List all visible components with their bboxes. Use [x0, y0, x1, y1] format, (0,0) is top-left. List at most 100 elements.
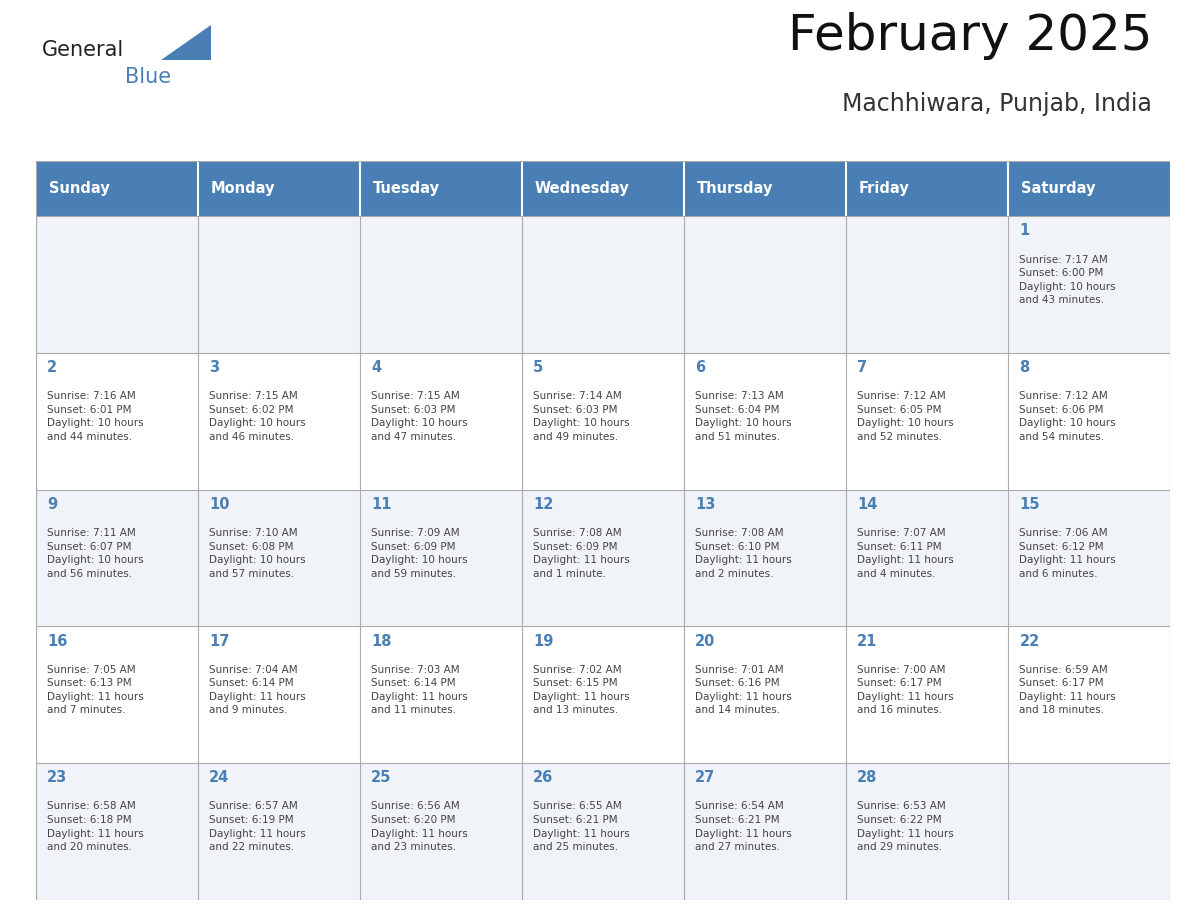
Text: Sunrise: 6:57 AM
Sunset: 6:19 PM
Daylight: 11 hours
and 22 minutes.: Sunrise: 6:57 AM Sunset: 6:19 PM Dayligh… [209, 801, 305, 852]
Text: Sunrise: 6:58 AM
Sunset: 6:18 PM
Daylight: 11 hours
and 20 minutes.: Sunrise: 6:58 AM Sunset: 6:18 PM Dayligh… [48, 801, 144, 852]
Text: Sunrise: 7:13 AM
Sunset: 6:04 PM
Daylight: 10 hours
and 51 minutes.: Sunrise: 7:13 AM Sunset: 6:04 PM Dayligh… [695, 391, 792, 442]
Text: Sunrise: 7:16 AM
Sunset: 6:01 PM
Daylight: 10 hours
and 44 minutes.: Sunrise: 7:16 AM Sunset: 6:01 PM Dayligh… [48, 391, 144, 442]
Text: 26: 26 [533, 770, 554, 785]
Bar [846, 353, 1009, 489]
Bar [360, 161, 522, 216]
Bar [1009, 353, 1170, 489]
Text: Sunrise: 7:08 AM
Sunset: 6:10 PM
Daylight: 11 hours
and 2 minutes.: Sunrise: 7:08 AM Sunset: 6:10 PM Dayligh… [695, 528, 792, 578]
Bar [684, 216, 846, 353]
Text: Sunrise: 7:14 AM
Sunset: 6:03 PM
Daylight: 10 hours
and 49 minutes.: Sunrise: 7:14 AM Sunset: 6:03 PM Dayligh… [533, 391, 630, 442]
Text: 5: 5 [533, 360, 543, 375]
Bar [197, 353, 360, 489]
Bar [522, 489, 684, 626]
Text: 25: 25 [371, 770, 392, 785]
Text: 18: 18 [371, 633, 392, 649]
Text: Sunrise: 7:17 AM
Sunset: 6:00 PM
Daylight: 10 hours
and 43 minutes.: Sunrise: 7:17 AM Sunset: 6:00 PM Dayligh… [1019, 254, 1116, 306]
Text: General: General [42, 40, 125, 60]
Text: 15: 15 [1019, 497, 1040, 512]
Text: Machhiwara, Punjab, India: Machhiwara, Punjab, India [842, 93, 1152, 117]
Text: Thursday: Thursday [697, 181, 773, 196]
Text: Sunrise: 7:06 AM
Sunset: 6:12 PM
Daylight: 11 hours
and 6 minutes.: Sunrise: 7:06 AM Sunset: 6:12 PM Dayligh… [1019, 528, 1117, 578]
Bar [36, 763, 197, 900]
Text: 6: 6 [695, 360, 706, 375]
Text: Sunrise: 7:11 AM
Sunset: 6:07 PM
Daylight: 10 hours
and 56 minutes.: Sunrise: 7:11 AM Sunset: 6:07 PM Dayligh… [48, 528, 144, 578]
Text: 23: 23 [48, 770, 68, 785]
Text: 1: 1 [1019, 223, 1030, 239]
Bar [684, 626, 846, 763]
Text: 7: 7 [858, 360, 867, 375]
Bar [1009, 216, 1170, 353]
Text: Sunrise: 7:09 AM
Sunset: 6:09 PM
Daylight: 10 hours
and 59 minutes.: Sunrise: 7:09 AM Sunset: 6:09 PM Dayligh… [371, 528, 468, 578]
Polygon shape [160, 25, 211, 60]
Bar [197, 626, 360, 763]
Text: 19: 19 [533, 633, 554, 649]
Bar [36, 353, 197, 489]
Bar [846, 216, 1009, 353]
Text: Sunrise: 7:15 AM
Sunset: 6:03 PM
Daylight: 10 hours
and 47 minutes.: Sunrise: 7:15 AM Sunset: 6:03 PM Dayligh… [371, 391, 468, 442]
Bar [36, 489, 197, 626]
Bar [846, 489, 1009, 626]
Text: Sunrise: 6:59 AM
Sunset: 6:17 PM
Daylight: 11 hours
and 18 minutes.: Sunrise: 6:59 AM Sunset: 6:17 PM Dayligh… [1019, 665, 1117, 715]
Bar [846, 626, 1009, 763]
Bar [684, 161, 846, 216]
Text: Friday: Friday [859, 181, 910, 196]
Text: Sunrise: 7:12 AM
Sunset: 6:06 PM
Daylight: 10 hours
and 54 minutes.: Sunrise: 7:12 AM Sunset: 6:06 PM Dayligh… [1019, 391, 1116, 442]
Text: Sunrise: 7:04 AM
Sunset: 6:14 PM
Daylight: 11 hours
and 9 minutes.: Sunrise: 7:04 AM Sunset: 6:14 PM Dayligh… [209, 665, 305, 715]
Text: 24: 24 [209, 770, 229, 785]
Bar [197, 489, 360, 626]
Text: Tuesday: Tuesday [373, 181, 440, 196]
Text: 8: 8 [1019, 360, 1030, 375]
Text: Sunrise: 7:02 AM
Sunset: 6:15 PM
Daylight: 11 hours
and 13 minutes.: Sunrise: 7:02 AM Sunset: 6:15 PM Dayligh… [533, 665, 630, 715]
Bar [360, 216, 522, 353]
Bar [360, 353, 522, 489]
Bar [1009, 626, 1170, 763]
Text: 4: 4 [371, 360, 381, 375]
Text: 3: 3 [209, 360, 220, 375]
Bar [846, 161, 1009, 216]
Text: Sunday: Sunday [49, 181, 109, 196]
Text: Saturday: Saturday [1020, 181, 1095, 196]
Text: Sunrise: 7:00 AM
Sunset: 6:17 PM
Daylight: 11 hours
and 16 minutes.: Sunrise: 7:00 AM Sunset: 6:17 PM Dayligh… [858, 665, 954, 715]
Text: 21: 21 [858, 633, 878, 649]
Bar [36, 161, 197, 216]
Bar [360, 763, 522, 900]
Text: 22: 22 [1019, 633, 1040, 649]
Text: Blue: Blue [126, 67, 171, 86]
Text: Sunrise: 6:55 AM
Sunset: 6:21 PM
Daylight: 11 hours
and 25 minutes.: Sunrise: 6:55 AM Sunset: 6:21 PM Dayligh… [533, 801, 630, 852]
Bar [1009, 161, 1170, 216]
Bar [36, 216, 197, 353]
Text: 11: 11 [371, 497, 392, 512]
Text: 16: 16 [48, 633, 68, 649]
Bar [360, 626, 522, 763]
Text: Sunrise: 7:10 AM
Sunset: 6:08 PM
Daylight: 10 hours
and 57 minutes.: Sunrise: 7:10 AM Sunset: 6:08 PM Dayligh… [209, 528, 305, 578]
Text: 10: 10 [209, 497, 229, 512]
Bar [197, 763, 360, 900]
Bar [522, 353, 684, 489]
Text: Sunrise: 7:15 AM
Sunset: 6:02 PM
Daylight: 10 hours
and 46 minutes.: Sunrise: 7:15 AM Sunset: 6:02 PM Dayligh… [209, 391, 305, 442]
Text: Sunrise: 6:53 AM
Sunset: 6:22 PM
Daylight: 11 hours
and 29 minutes.: Sunrise: 6:53 AM Sunset: 6:22 PM Dayligh… [858, 801, 954, 852]
Text: Monday: Monday [210, 181, 276, 196]
Text: Sunrise: 6:56 AM
Sunset: 6:20 PM
Daylight: 11 hours
and 23 minutes.: Sunrise: 6:56 AM Sunset: 6:20 PM Dayligh… [371, 801, 468, 852]
Bar [197, 161, 360, 216]
Text: Sunrise: 7:01 AM
Sunset: 6:16 PM
Daylight: 11 hours
and 14 minutes.: Sunrise: 7:01 AM Sunset: 6:16 PM Dayligh… [695, 665, 792, 715]
Bar [684, 763, 846, 900]
Text: 20: 20 [695, 633, 715, 649]
Bar [360, 489, 522, 626]
Bar [197, 216, 360, 353]
Text: Sunrise: 7:08 AM
Sunset: 6:09 PM
Daylight: 11 hours
and 1 minute.: Sunrise: 7:08 AM Sunset: 6:09 PM Dayligh… [533, 528, 630, 578]
Bar [522, 216, 684, 353]
Bar [36, 626, 197, 763]
Text: 2: 2 [48, 360, 57, 375]
Text: Sunrise: 7:07 AM
Sunset: 6:11 PM
Daylight: 11 hours
and 4 minutes.: Sunrise: 7:07 AM Sunset: 6:11 PM Dayligh… [858, 528, 954, 578]
Text: 28: 28 [858, 770, 878, 785]
Bar [522, 161, 684, 216]
Text: Wednesday: Wednesday [535, 181, 630, 196]
Text: Sunrise: 6:54 AM
Sunset: 6:21 PM
Daylight: 11 hours
and 27 minutes.: Sunrise: 6:54 AM Sunset: 6:21 PM Dayligh… [695, 801, 792, 852]
Text: Sunrise: 7:05 AM
Sunset: 6:13 PM
Daylight: 11 hours
and 7 minutes.: Sunrise: 7:05 AM Sunset: 6:13 PM Dayligh… [48, 665, 144, 715]
Text: 9: 9 [48, 497, 57, 512]
Text: 13: 13 [695, 497, 715, 512]
Text: 12: 12 [533, 497, 554, 512]
Text: Sunrise: 7:03 AM
Sunset: 6:14 PM
Daylight: 11 hours
and 11 minutes.: Sunrise: 7:03 AM Sunset: 6:14 PM Dayligh… [371, 665, 468, 715]
Text: 17: 17 [209, 633, 229, 649]
Text: Sunrise: 7:12 AM
Sunset: 6:05 PM
Daylight: 10 hours
and 52 minutes.: Sunrise: 7:12 AM Sunset: 6:05 PM Dayligh… [858, 391, 954, 442]
